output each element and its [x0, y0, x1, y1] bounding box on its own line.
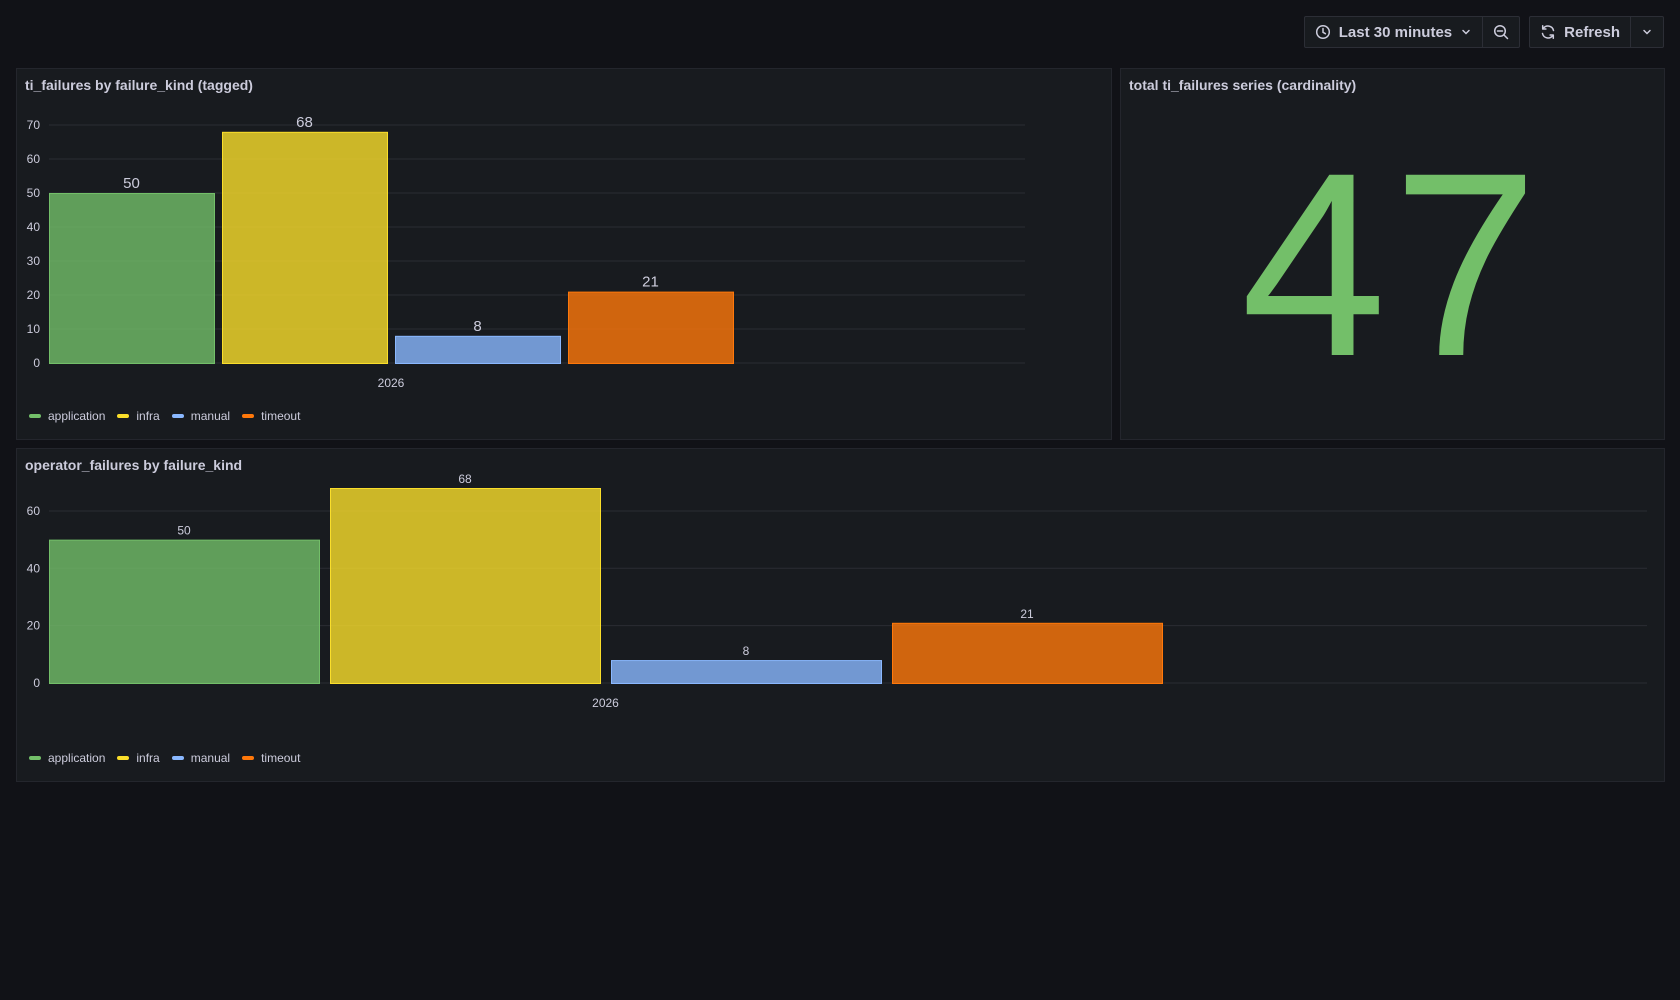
refresh-label: Refresh — [1564, 23, 1620, 41]
legend-swatch — [242, 756, 255, 760]
legend-label: manual — [190, 751, 231, 765]
bar-value-label: 8 — [473, 318, 481, 335]
bar-value-label: 50 — [123, 175, 140, 192]
bar-timeout — [568, 291, 734, 365]
bar-value-label: 8 — [743, 644, 750, 658]
panel-cardinality-stat[interactable]: total ti_failures series (cardinality) 4… — [1120, 68, 1665, 440]
bar-application — [49, 539, 320, 684]
panel-title: ti_failures by failure_kind (tagged) — [25, 77, 253, 93]
y-tick-label: 40 — [27, 220, 41, 234]
chevron-down-icon — [1460, 26, 1472, 38]
bar-value-label: 21 — [1020, 607, 1034, 621]
bar-value-label: 68 — [458, 472, 472, 486]
y-tick-label: 0 — [33, 676, 40, 690]
legend-label: application — [48, 409, 106, 423]
legend-label: timeout — [261, 751, 301, 765]
refresh-button[interactable]: Refresh — [1530, 17, 1630, 47]
bar-chart: 0 10 20 30 40 50 60 70 50 68 8 21 2026 — [27, 114, 1025, 390]
chevron-down-icon — [1641, 26, 1653, 38]
panel-operator-failures-bar[interactable]: operator_failures by failure_kind 0 20 40 6… — [16, 448, 1665, 782]
panel-title: total ti_failures series (cardinality) — [1129, 77, 1357, 93]
bar-application — [49, 193, 215, 364]
x-tick-label: 2026 — [592, 696, 619, 710]
chart-legend: application infra manual timeout — [29, 751, 300, 765]
legend-label: application — [48, 751, 106, 765]
legend-item-infra[interactable]: infra — [117, 409, 160, 423]
refresh-icon — [1540, 24, 1556, 40]
bar-manual — [611, 660, 882, 684]
time-range-picker[interactable]: Last 30 minutes — [1305, 17, 1482, 47]
bar-manual — [395, 335, 561, 364]
clock-icon — [1315, 24, 1331, 40]
y-tick-label: 50 — [27, 186, 41, 200]
y-tick-label: 20 — [27, 288, 41, 302]
legend-item-application[interactable]: application — [29, 751, 105, 765]
legend-item-timeout[interactable]: timeout — [242, 409, 300, 423]
legend-swatch — [242, 414, 255, 418]
panel-ti-failures-bar[interactable]: ti_failures by failure_kind (tagged) 0 10… — [16, 68, 1112, 440]
y-tick-label: 20 — [27, 619, 41, 633]
y-tick-label: 30 — [27, 254, 41, 268]
bar-value-label: 68 — [296, 114, 313, 131]
y-tick-label: 60 — [27, 152, 41, 166]
legend-swatch — [171, 756, 184, 760]
refresh-interval-dropdown[interactable] — [1630, 17, 1663, 47]
zoom-out-icon — [1493, 24, 1509, 40]
chart-legend: application infra manual timeout — [29, 409, 300, 423]
y-tick-label: 60 — [27, 504, 41, 518]
legend-swatch — [117, 414, 130, 418]
legend-item-manual[interactable]: manual — [171, 751, 231, 765]
y-tick-label: 70 — [27, 118, 41, 132]
legend-label: infra — [136, 751, 160, 765]
legend-swatch — [29, 414, 41, 418]
y-tick-label: 0 — [33, 356, 40, 370]
bar-timeout — [892, 622, 1163, 685]
legend-swatch — [171, 414, 184, 418]
legend-item-manual[interactable]: manual — [171, 409, 231, 423]
bar-infra — [222, 131, 388, 364]
stat-value: 47 — [1240, 118, 1545, 411]
bar-value-label: 50 — [177, 524, 191, 538]
refresh-group: Refresh — [1529, 16, 1664, 48]
time-picker-group: Last 30 minutes — [1303, 16, 1521, 48]
legend-item-infra[interactable]: infra — [117, 751, 160, 765]
y-tick-label: 40 — [27, 561, 41, 575]
dashboard-toolbar: Last 30 minutes Refresh — [1303, 16, 1664, 48]
legend-label: infra — [136, 409, 160, 423]
time-range-label: Last 30 minutes — [1338, 23, 1453, 41]
legend-swatch — [117, 756, 130, 760]
zoom-out-button[interactable] — [1482, 17, 1519, 47]
legend-item-timeout[interactable]: timeout — [242, 751, 300, 765]
legend-item-application[interactable]: application — [29, 409, 105, 423]
legend-label: timeout — [261, 409, 301, 423]
legend-swatch — [29, 756, 41, 760]
bar-chart: 0 20 40 60 50 68 8 21 2026 — [27, 472, 1647, 710]
x-tick-label: 2026 — [378, 376, 405, 390]
legend-label: manual — [190, 409, 231, 423]
y-tick-label: 10 — [27, 322, 41, 336]
bar-value-label: 21 — [642, 274, 659, 291]
panel-title: operator_failures by failure_kind — [25, 457, 243, 473]
bar-infra — [330, 488, 601, 684]
